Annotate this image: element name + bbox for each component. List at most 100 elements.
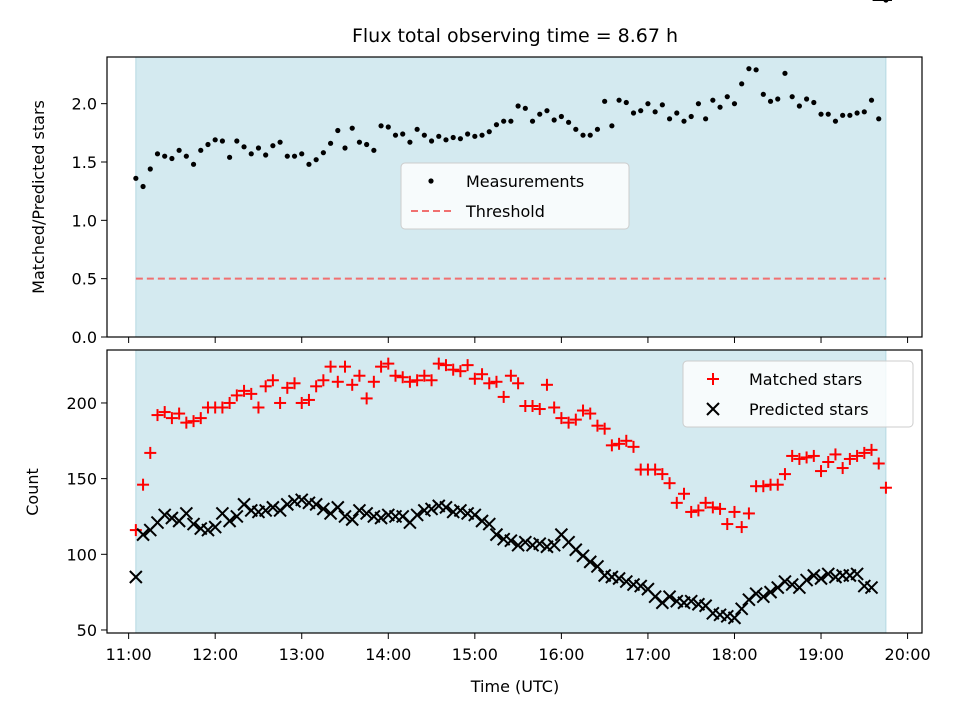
measurement-point bbox=[630, 110, 637, 116]
matched-point bbox=[605, 439, 618, 452]
predicted-point bbox=[511, 538, 525, 552]
ratio-legend-box bbox=[400, 162, 630, 230]
y-tick-label: 1.0 bbox=[72, 211, 97, 230]
measurement-point bbox=[804, 96, 810, 102]
predicted-point bbox=[778, 574, 792, 589]
chart-title: Flux total observing time = 8.67 h bbox=[352, 25, 678, 47]
matched-point bbox=[324, 360, 337, 373]
predicted-point bbox=[157, 508, 172, 522]
measurement-point bbox=[414, 126, 420, 132]
measurement-point bbox=[400, 131, 406, 137]
count-panel: 50 100 150 200 11:00 12:00 13:00 14:00 15:00 16:… bbox=[23, 0, 931, 696]
x-tick-label: 16:00 bbox=[538, 645, 584, 664]
measurement-point bbox=[688, 113, 694, 120]
measurement-point bbox=[212, 137, 218, 143]
predicted-point bbox=[662, 589, 677, 604]
predicted-point bbox=[165, 511, 179, 525]
measurement-point bbox=[378, 123, 384, 129]
measurement-point bbox=[190, 161, 197, 167]
matched-point bbox=[439, 359, 452, 372]
x-axis-label: Time (UTC) bbox=[470, 677, 559, 696]
measurement-point bbox=[681, 118, 687, 124]
matched-point bbox=[858, 446, 871, 459]
measurement-point bbox=[825, 111, 831, 117]
predicted-point bbox=[612, 571, 626, 586]
matched-point bbox=[555, 412, 568, 425]
measurement-point bbox=[551, 117, 557, 123]
x-tick-label: 12:00 bbox=[192, 645, 238, 664]
matched-point bbox=[396, 371, 409, 384]
matched-point bbox=[670, 496, 683, 509]
measurement-point bbox=[775, 96, 781, 102]
matched-point bbox=[620, 434, 633, 447]
y-tick-label: 100 bbox=[66, 545, 97, 564]
measurement-point bbox=[198, 147, 204, 153]
predicted-point bbox=[619, 574, 633, 589]
matched-point bbox=[274, 396, 287, 409]
measurement-point bbox=[717, 104, 723, 110]
matched-point bbox=[533, 403, 546, 416]
predicted-point bbox=[821, 567, 835, 581]
measurement-point bbox=[818, 111, 824, 117]
matched-point bbox=[252, 401, 265, 414]
ratio-plot-area bbox=[133, 0, 889, 280]
measurement-point bbox=[602, 98, 608, 104]
y-tick-label: 50 bbox=[77, 621, 97, 640]
predicted-point bbox=[475, 514, 489, 528]
matched-point bbox=[483, 377, 496, 390]
measurement-point bbox=[284, 153, 290, 159]
matched-point bbox=[339, 360, 352, 373]
measurement-point bbox=[270, 143, 276, 149]
predicted-point bbox=[807, 568, 821, 583]
predicted-point bbox=[489, 527, 504, 542]
predicted-point bbox=[763, 585, 778, 599]
matched-point bbox=[714, 502, 727, 515]
measurement-point bbox=[219, 138, 225, 144]
ratio-legend: Measurements Threshold bbox=[400, 162, 630, 230]
matched-point bbox=[807, 449, 820, 462]
predicted-point bbox=[266, 500, 280, 515]
measurement-point bbox=[587, 132, 593, 138]
matched-point bbox=[512, 377, 525, 390]
predicted-legend-marker bbox=[706, 402, 720, 416]
predicted-point bbox=[316, 502, 331, 516]
measurement-point bbox=[327, 140, 334, 146]
measurement-point bbox=[227, 154, 233, 160]
matched-point bbox=[461, 359, 474, 372]
matched-point bbox=[699, 496, 712, 509]
measurement-point bbox=[342, 145, 348, 151]
measurement-point bbox=[854, 110, 860, 116]
count-axes-frame bbox=[106, 349, 923, 634]
predicted-point bbox=[799, 573, 814, 587]
x-tick-label: 13:00 bbox=[279, 645, 325, 664]
matched-point bbox=[627, 440, 640, 453]
x-tick-label: 11:00 bbox=[106, 645, 152, 664]
matched-point bbox=[540, 378, 553, 391]
matched-point bbox=[872, 457, 885, 470]
matched-point bbox=[173, 407, 186, 420]
matched-point bbox=[721, 518, 734, 531]
measurement-point bbox=[493, 122, 500, 128]
measurement-point bbox=[876, 116, 882, 122]
measurement-point bbox=[277, 139, 283, 145]
matched-point bbox=[800, 451, 813, 464]
predicted-point bbox=[179, 506, 194, 521]
measurement-point bbox=[847, 112, 853, 118]
matched-point bbox=[706, 501, 719, 514]
measurement-point bbox=[739, 81, 745, 87]
ratio-y-axis-label: Matched/Predicted stars bbox=[29, 100, 48, 294]
measurement-point bbox=[479, 132, 485, 138]
predicted-point bbox=[352, 503, 367, 518]
measurement-point bbox=[710, 97, 716, 103]
predicted-point bbox=[359, 506, 374, 521]
x-tick-label: 15:00 bbox=[452, 645, 498, 664]
measurements-legend-marker bbox=[428, 178, 434, 184]
matched-point bbox=[757, 480, 770, 493]
measurement-point bbox=[796, 103, 802, 109]
matched-point bbox=[692, 504, 705, 517]
count-legend: Matched stars Predicted stars bbox=[682, 360, 914, 428]
measurement-point bbox=[731, 101, 738, 107]
measurement-point bbox=[760, 91, 766, 97]
measurement-point bbox=[450, 134, 456, 141]
count-y-axis-label: Count bbox=[23, 468, 42, 516]
